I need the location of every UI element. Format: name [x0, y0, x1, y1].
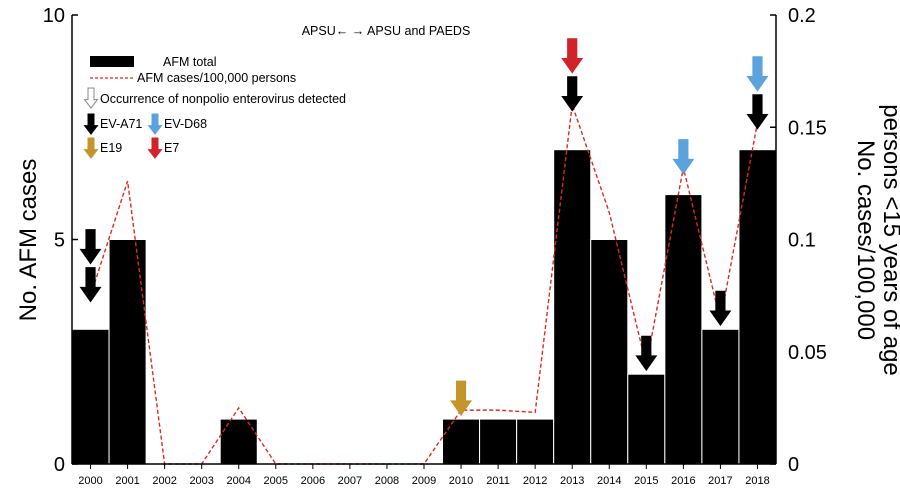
x-tick-label-2015: 2015 [634, 475, 658, 487]
y2-tick-label-2: 0.1 [788, 230, 816, 252]
bar-2013 [553, 149, 592, 465]
bar-2018 [738, 149, 777, 465]
bar-2001 [108, 239, 147, 465]
x-tick-label-2016: 2016 [671, 475, 695, 487]
x-tick-label-2017: 2017 [708, 475, 732, 487]
x-tick-label-2005: 2005 [264, 475, 288, 487]
x-tick-label-2000: 2000 [78, 475, 102, 487]
x-tick-label-2012: 2012 [523, 475, 547, 487]
x-tick-label-2010: 2010 [449, 475, 473, 487]
y-axis-title: No. AFM cases [15, 159, 42, 322]
y2-tick-label-0: 0 [788, 454, 799, 476]
legend-line-label: AFM cases/100,000 persons [137, 71, 296, 85]
y2-axis-title-line-2: persons <15 years of age [878, 104, 900, 376]
bar-2012 [516, 418, 555, 465]
bar-2011 [479, 418, 518, 465]
x-tick-label-2013: 2013 [560, 475, 584, 487]
legend-virus-ev-d68: EV-D68 [164, 117, 207, 131]
arrow-2000-ev-a71-2 [79, 229, 102, 265]
x-tick-label-2008: 2008 [375, 475, 399, 487]
legend-arrow-caption: Occurrence of nonpolio enterovirus detec… [100, 92, 346, 106]
legend-virus-ev-a71: EV-A71 [100, 117, 142, 131]
x-tick-label-2009: 2009 [412, 475, 436, 487]
arrow-2013-ev-a71-1 [561, 76, 584, 112]
arrow-2018-ev-d68-2 [746, 56, 769, 92]
arrow-2016-ev-d68-1 [672, 139, 695, 175]
bar-2010 [442, 418, 481, 465]
arrow-2018-ev-a71-1 [746, 94, 769, 130]
legend-arrow-ev-d68-icon [147, 113, 163, 135]
x-tick-label-2003: 2003 [189, 475, 213, 487]
bar-2014 [590, 239, 629, 465]
bar-2016 [664, 194, 703, 465]
legend-bar-label: AFM total [163, 55, 217, 69]
annotation-apsu-paeds: APSU← → APSU and PAEDS [302, 24, 471, 38]
x-tick-label-2006: 2006 [301, 475, 325, 487]
legend-arrow-e19-icon [83, 137, 99, 159]
x-tick-label-2001: 2001 [115, 475, 139, 487]
x-tick-label-2007: 2007 [338, 475, 362, 487]
y2-tick-label-1: 0.05 [788, 342, 827, 364]
arrow-2013-e7-2 [561, 38, 584, 74]
x-tick-label-2014: 2014 [597, 475, 621, 487]
legend-arrow-e7-icon [147, 137, 163, 159]
y-tick-label-0: 0 [54, 454, 65, 476]
y2-axis-title-line-1: No. cases/100,000 [852, 140, 879, 340]
y2-tick-label-3: 0.15 [788, 117, 827, 139]
legend-virus-e19: E19 [100, 141, 122, 155]
legend-virus-e7: E7 [164, 141, 179, 155]
x-tick-label-2018: 2018 [745, 475, 769, 487]
x-tick-label-2011: 2011 [486, 475, 510, 487]
y2-tick-label-4: 0.2 [788, 5, 816, 27]
arrow-2010-e19-1 [450, 380, 473, 416]
x-tick-label-2002: 2002 [152, 475, 176, 487]
bar-2017 [701, 328, 740, 465]
bar-2004 [219, 418, 258, 465]
y-tick-label-10: 10 [43, 5, 65, 27]
arrow-2017-ev-a71-1 [709, 290, 732, 327]
legend: AFM total AFM cases/100,000 persons Occu… [83, 55, 346, 159]
arrow-2000-ev-a71-1 [79, 267, 102, 303]
x-tick-label-2004: 2004 [226, 475, 250, 487]
arrow-2015-ev-a71-1 [635, 335, 658, 372]
legend-bar-swatch [90, 56, 134, 67]
bar-2015 [627, 373, 666, 465]
bar-2000 [71, 328, 110, 465]
legend-arrow-ev-a71-icon [83, 113, 99, 135]
y-tick-label-5: 5 [54, 230, 65, 252]
legend-arrow-outline-icon [83, 87, 99, 109]
